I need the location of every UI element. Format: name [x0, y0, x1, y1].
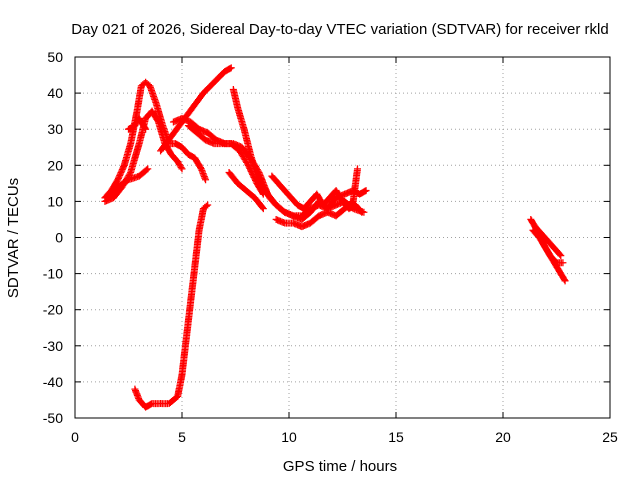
series-s7: [184, 122, 267, 198]
series-s4: [125, 114, 150, 133]
x-tick-label: 15: [388, 429, 404, 445]
y-tick-label: -10: [43, 266, 63, 282]
series-markers: [184, 122, 267, 198]
series-s15: [531, 223, 565, 260]
x-tick-label: 10: [281, 429, 297, 445]
series-s3: [103, 165, 152, 202]
series-s11: [272, 165, 361, 231]
axis-ticks: [74, 56, 611, 419]
series-markers: [125, 114, 150, 133]
y-tick-label: 20: [47, 157, 63, 173]
x-axis-label: GPS time / hours: [283, 458, 397, 475]
series-markers: [225, 169, 267, 213]
y-tick-label: 10: [47, 193, 63, 209]
series-markers: [229, 85, 370, 223]
chart-title: Day 021 of 2026, Sidereal Day-to-day VTE…: [71, 21, 608, 38]
series-s2: [101, 107, 186, 205]
series-s9: [225, 169, 267, 213]
y-tick-label: 0: [55, 230, 63, 246]
series-s12: [131, 201, 212, 411]
series-markers: [101, 107, 186, 205]
data-series: [101, 64, 569, 411]
y-tick-label: -20: [43, 302, 63, 318]
x-tick-labels: 0 5 10 15 20 25: [71, 429, 618, 445]
series-s8: [229, 85, 370, 223]
y-tick-label: -50: [43, 410, 63, 426]
series-markers: [131, 201, 212, 411]
series-markers: [103, 165, 152, 202]
y-tick-label: -40: [43, 374, 63, 390]
y-tick-label: 40: [47, 85, 63, 101]
series-s10: [268, 172, 366, 216]
y-axis-label: SDTVAR / TECUs: [5, 178, 22, 298]
x-tick-label: 25: [602, 429, 618, 445]
series-markers: [272, 165, 361, 231]
x-tick-label: 20: [495, 429, 511, 445]
series-markers: [529, 226, 569, 285]
x-tick-label: 0: [71, 429, 79, 445]
series-markers: [268, 172, 366, 216]
series-s14: [529, 226, 569, 285]
y-tick-label: 50: [47, 49, 63, 65]
y-tick-label: 30: [47, 121, 63, 137]
series-markers: [531, 223, 565, 260]
y-tick-label: -30: [43, 338, 63, 354]
x-tick-label: 5: [178, 429, 186, 445]
y-tick-labels: 50 40 30 20 10 0 -10 -20 -30 -40 -50: [43, 49, 63, 426]
